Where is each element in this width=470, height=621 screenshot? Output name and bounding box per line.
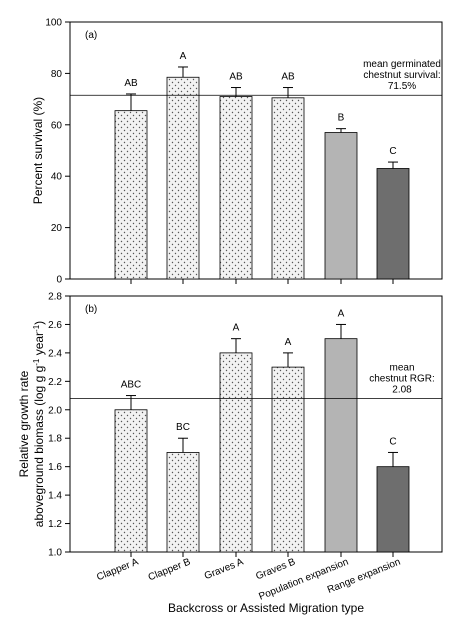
reference-annotation: mean (389, 362, 414, 373)
significance-letter: AB (229, 72, 243, 83)
significance-letter: B (338, 113, 345, 124)
significance-letter: C (389, 146, 396, 157)
significance-letter: AB (124, 78, 138, 89)
reference-annotation: 2.08 (392, 384, 412, 395)
x-axis-title: Backcross or Assisted Migration type (168, 601, 364, 615)
y-tick-label: 2.8 (48, 292, 62, 303)
bar (114, 110, 148, 280)
bar (271, 366, 305, 553)
bar (219, 96, 253, 280)
significance-letter: C (389, 436, 396, 447)
significance-letter: AB (281, 72, 295, 83)
bar (166, 452, 200, 553)
y-tick-label: 0 (56, 275, 62, 286)
y-tick-label: 40 (51, 172, 63, 183)
bar (166, 76, 200, 280)
panel-label: (b) (85, 304, 97, 315)
significance-letter: A (285, 337, 292, 348)
y-tick-label: 100 (45, 18, 62, 29)
y-tick-label: 80 (51, 69, 63, 80)
bar (271, 97, 305, 280)
x-category-label: Graves A (203, 556, 246, 582)
bar (376, 466, 410, 553)
significance-letter: ABC (121, 380, 142, 391)
significance-letter: BC (176, 422, 190, 433)
y-tick-label: 2.0 (48, 405, 62, 416)
reference-annotation: chestnut RGR: (369, 373, 435, 384)
significance-letter: A (233, 323, 240, 334)
reference-annotation: mean germinated (363, 59, 441, 70)
x-category-label: Clapper A (95, 556, 140, 583)
bar (114, 409, 148, 553)
y-tick-label: 2.4 (48, 348, 62, 359)
significance-letter: A (338, 308, 345, 319)
y-tick-label: 2.6 (48, 320, 62, 331)
bar (324, 132, 358, 280)
bar (376, 168, 410, 280)
y-tick-label: 60 (51, 120, 63, 131)
bar (219, 352, 253, 553)
y-tick-label: 2.2 (48, 377, 62, 388)
plot-frame (69, 21, 443, 280)
y-tick-label: 1.8 (48, 434, 62, 445)
reference-annotation: 71.5% (388, 81, 416, 92)
y-tick-label: 1.6 (48, 462, 62, 473)
x-category-label: Population expansion (257, 557, 350, 603)
y-axis-title-line1: Relative growth rate (17, 370, 31, 477)
y-tick-label: 1.4 (48, 491, 62, 502)
y-axis-title: Percent survival (%) (31, 97, 45, 204)
y-tick-label: 1.2 (48, 519, 62, 530)
significance-letter: A (180, 51, 187, 62)
plot-frame (69, 295, 443, 553)
x-axis-category-labels: Clapper A Clapper B Graves A Graves BPopula… (95, 556, 402, 602)
reference-annotation: chestnut survival: (363, 70, 440, 81)
panel-b-growth-rate: 1.0 1.2 1.4 1.6 1.8 2.0 2.2 2.4 2.6 2.8 ABC BC A A A Cm… (17, 292, 443, 559)
y-tick-label: 1.0 (48, 548, 62, 559)
bar (324, 338, 358, 553)
x-category-label: Clapper B (147, 556, 193, 583)
y-axis-title-line2: aboveground biomass (log g g-1 year-1) (32, 321, 47, 527)
panel-label: (a) (85, 30, 97, 41)
y-tick-label: 20 (51, 223, 63, 234)
